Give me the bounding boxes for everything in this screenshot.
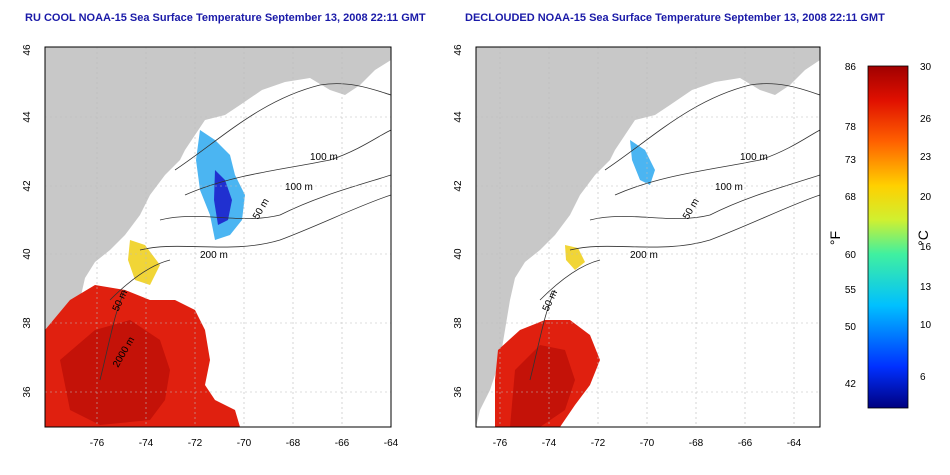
svg-text:-76: -76 [90,438,105,449]
svg-text:78: 78 [845,122,857,133]
svg-text:50: 50 [845,322,857,333]
y-axis: 36 38 40 42 44 46 [22,44,33,398]
svg-text:55: 55 [845,285,857,296]
svg-text:26: 26 [920,114,932,125]
svg-text:30: 30 [920,62,932,73]
svg-text:42: 42 [453,180,464,192]
svg-text:20: 20 [920,192,932,203]
svg-text:36: 36 [453,386,464,398]
svg-text:44: 44 [453,111,464,123]
contour-label: 200 m [200,250,228,261]
svg-text:-74: -74 [542,438,557,449]
svg-text:38: 38 [453,317,464,329]
land-mass [476,47,820,427]
mid-sst-patch [128,240,160,285]
left-map-panel: 100 m 100 m 50 m 200 m 50 m 2000 m -76 -… [22,44,399,449]
svg-text:10: 10 [920,320,932,331]
svg-text:73: 73 [845,155,857,166]
svg-text:-64: -64 [787,438,802,449]
map-frame [475,46,821,428]
right-map-title: DECLOUDED NOAA-15 Sea Surface Temperatur… [465,12,885,24]
svg-text:6: 6 [920,372,926,383]
svg-text:42: 42 [845,379,857,390]
contour-label: 100 m [285,182,313,193]
svg-text:-70: -70 [237,438,252,449]
svg-text:16: 16 [920,242,932,253]
svg-text:60: 60 [845,250,857,261]
colorbar-f-ticks: 86 78 73 68 60 55 50 42 [845,62,857,390]
x-axis: -76 -74 -72 -70 -68 -66 -64 [90,438,399,449]
land-mass [45,47,391,427]
svg-text:-74: -74 [139,438,154,449]
svg-text:-64: -64 [384,438,399,449]
mid-sst-patch [565,245,585,270]
svg-text:86: 86 [845,62,857,73]
colorbar-gradient [867,65,909,409]
svg-text:68: 68 [845,192,857,203]
warm-sst-core [510,345,575,427]
fahrenheit-label: °F [827,231,843,245]
contour-label: 200 m [630,250,658,261]
svg-text:44: 44 [22,111,33,123]
svg-text:46: 46 [453,44,464,56]
warm-sst-core [60,320,170,425]
cold-sst-core [214,170,232,225]
svg-text:23: 23 [920,152,932,163]
svg-text:-70: -70 [640,438,655,449]
svg-text:-68: -68 [286,438,301,449]
colorbar: 86 78 73 68 60 55 50 42 30 26 23 20 16 1… [827,62,932,409]
svg-text:-76: -76 [493,438,508,449]
bathymetry-contours [99,83,391,381]
svg-text:-66: -66 [738,438,753,449]
svg-text:-72: -72 [188,438,203,449]
svg-text:46: 46 [22,44,33,56]
colorbar-c-ticks: 30 26 23 20 16 13 10 6 [920,62,932,383]
contour-label: 100 m [740,152,768,163]
graticule [476,47,820,427]
contour-label: 100 m [715,182,743,193]
svg-text:40: 40 [22,248,33,260]
svg-text:-72: -72 [591,438,606,449]
graticule [45,47,391,427]
svg-text:-68: -68 [689,438,704,449]
x-axis: -76 -74 -72 -70 -68 -66 -64 [493,438,802,449]
map-frame [44,46,392,428]
svg-text:40: 40 [453,248,464,260]
svg-text:13: 13 [920,282,932,293]
svg-text:36: 36 [22,386,33,398]
svg-text:42: 42 [22,180,33,192]
svg-text:-66: -66 [335,438,350,449]
contour-label: 100 m [310,152,338,163]
bathymetry-contours [529,83,820,381]
y-axis: 36 38 40 42 44 46 [453,44,464,398]
left-map-title: RU COOL NOAA-15 Sea Surface Temperature … [25,12,426,24]
cool-sst-band [630,140,655,185]
right-map-panel: 100 m 100 m 50 m 200 m 50 m -76 -74 -72 … [453,44,821,449]
celsius-label: °C [915,230,931,246]
svg-text:38: 38 [22,317,33,329]
